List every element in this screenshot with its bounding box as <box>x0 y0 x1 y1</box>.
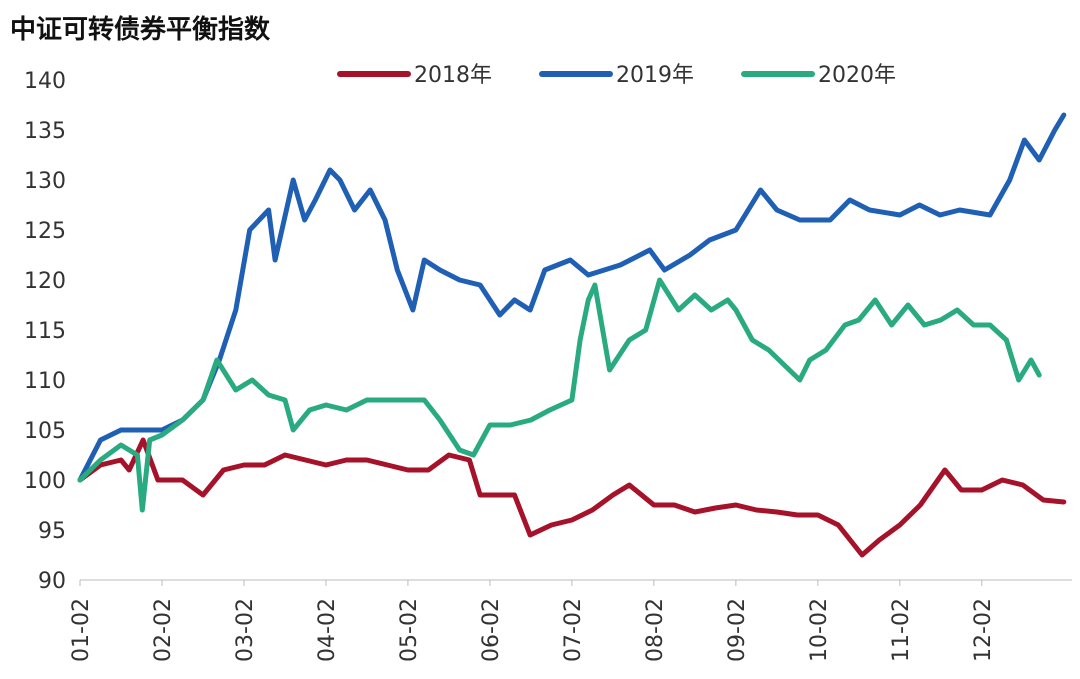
x-tick-label: 10-02 <box>807 598 832 662</box>
y-tick-label: 90 <box>38 569 66 594</box>
series-line <box>77 112 1067 483</box>
legend-label: 2019年 <box>616 63 694 88</box>
chart-title: 中证可转债券平衡指数 <box>10 14 271 45</box>
x-tick-label: 09-02 <box>725 598 750 662</box>
x-tick-label: 06-02 <box>479 598 504 662</box>
legend-label: 2018年 <box>414 63 492 88</box>
x-tick-label: 02-02 <box>151 598 176 662</box>
x-tick-label: 07-02 <box>561 598 586 662</box>
y-tick-label: 135 <box>24 119 66 144</box>
y-tick-label: 140 <box>24 69 66 94</box>
x-tick-label: 05-02 <box>397 598 422 662</box>
y-tick-label: 125 <box>24 219 66 244</box>
y-tick-label: 115 <box>24 319 66 344</box>
x-tick-label: 12-02 <box>971 598 996 662</box>
series-line <box>77 277 1042 513</box>
x-tick-label: 03-02 <box>233 598 258 662</box>
y-tick-label: 110 <box>24 369 66 394</box>
legend-label: 2020年 <box>818 63 896 88</box>
x-tick-label: 04-02 <box>315 598 340 662</box>
y-tick-label: 120 <box>24 269 66 294</box>
y-tick-label: 105 <box>24 419 66 444</box>
x-tick-label: 01-02 <box>69 598 94 662</box>
x-tick-label: 08-02 <box>643 598 668 662</box>
y-tick-label: 95 <box>38 519 66 544</box>
y-tick-label: 130 <box>24 169 66 194</box>
series-line <box>77 437 1067 558</box>
x-tick-label: 11-02 <box>889 598 914 662</box>
y-tick-label: 100 <box>24 469 66 494</box>
